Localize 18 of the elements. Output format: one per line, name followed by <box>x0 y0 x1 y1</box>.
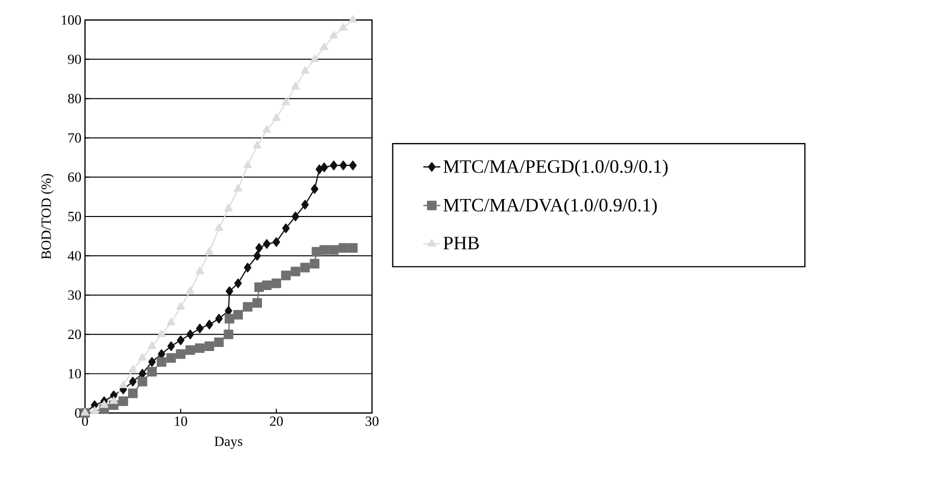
y-tick-label: 40 <box>68 251 81 260</box>
y-axis-title: BOD/TOD (%) <box>41 174 54 260</box>
y-tick-label: 90 <box>68 54 81 64</box>
legend-label: MTC/MA/DVA(1.0/0.9/0.1) <box>443 198 657 216</box>
y-tick-label: 80 <box>68 94 81 104</box>
y-tick-label: 50 <box>68 212 81 222</box>
x-tick-label: 30 <box>366 416 378 426</box>
legend-label: MTC/MA/PEGD(1.0/0.9/0.1) <box>443 160 668 177</box>
legend-label: PHB <box>443 236 479 250</box>
x-tick-label: 20 <box>270 416 283 426</box>
y-tick-label: 20 <box>68 330 81 340</box>
y-tick-label: 70 <box>68 133 81 143</box>
x-axis-title: Days <box>214 436 242 449</box>
y-tick-label: 30 <box>68 290 81 300</box>
y-tick-label: 10 <box>68 368 81 378</box>
y-tick-label: 100 <box>62 15 81 25</box>
y-tick-label: 60 <box>68 172 81 182</box>
x-tick-label: 10 <box>174 416 188 426</box>
